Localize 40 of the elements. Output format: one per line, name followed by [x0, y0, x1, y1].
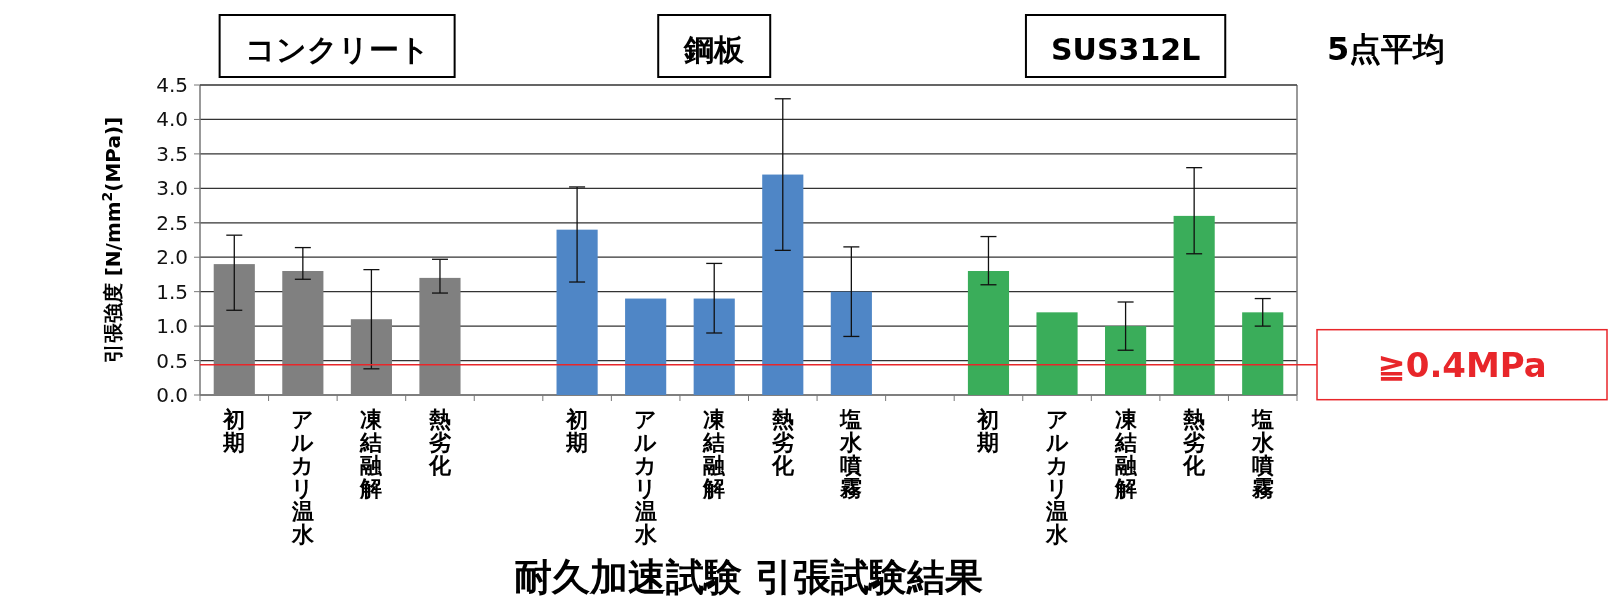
x-tick-label: 熱劣化: [770, 407, 795, 478]
bar: [693, 298, 735, 395]
bar: [967, 271, 1010, 395]
bar: [830, 291, 872, 395]
y-tick-label: 1.0: [156, 314, 188, 339]
text: SUS312L: [1050, 32, 1201, 67]
text: 鋼板: [683, 32, 746, 67]
x-tick-label: 熱劣化: [427, 407, 452, 478]
x-tick-label: 凍結融解: [359, 407, 384, 501]
y-tick-label: 2.0: [156, 245, 188, 270]
y-tick-label: 1.5: [156, 279, 188, 304]
bar: [1105, 326, 1147, 395]
ref-line-label: ≧0.4MPa: [1377, 344, 1547, 385]
y-tick-label: 4.0: [156, 107, 188, 132]
bar: [762, 174, 804, 395]
text: 5点平均: [1327, 30, 1446, 68]
x-tick-label: 初期: [565, 407, 589, 455]
y-tick-label: 0.5: [156, 348, 188, 373]
x-tick-label: 凍結融解: [1113, 407, 1138, 501]
x-tick-label: 初期: [976, 407, 1000, 455]
x-tick-label: アルカリ温水: [633, 407, 658, 547]
y-tick-label: 3.0: [156, 176, 188, 201]
text: コンクリート: [244, 32, 430, 67]
y-tick-label: 4.5: [156, 73, 188, 97]
bar: [556, 229, 598, 395]
y-tick-label: 3.5: [156, 141, 188, 166]
bar: [1242, 312, 1284, 395]
x-tick-label: 初期: [222, 407, 246, 455]
x-tick-label: 塩水噴霧: [1250, 407, 1275, 501]
x-tick-label: アルカリ温水: [1044, 407, 1070, 547]
y-tick-label: 2.5: [156, 210, 188, 235]
x-tick-label: アルカリ温水: [290, 407, 315, 547]
bar: [625, 298, 667, 395]
bar: [1173, 215, 1215, 395]
text: 耐久加速試験 引張試験結果: [513, 555, 984, 599]
x-tick-label: 凍結融解: [702, 407, 727, 501]
y-tick-label: 0.0: [156, 383, 188, 407]
bar: [1036, 312, 1078, 395]
x-tick-label: 塩水噴霧: [839, 407, 864, 501]
x-tick-label: 熱劣化: [1182, 407, 1207, 478]
